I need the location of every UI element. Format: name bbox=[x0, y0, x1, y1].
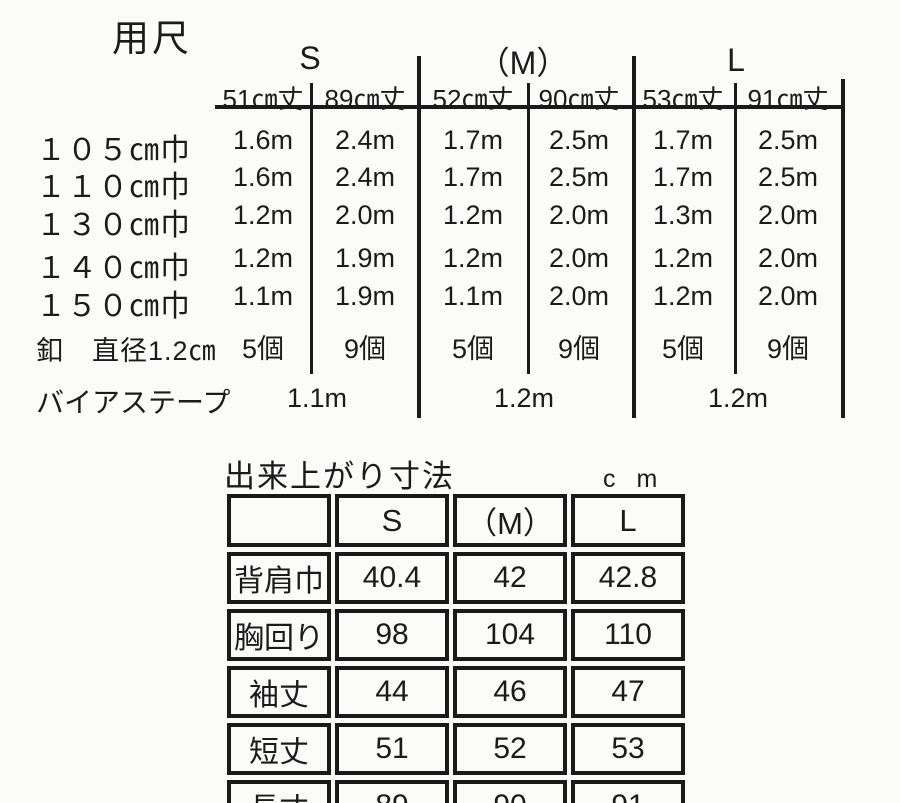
right-border-line bbox=[841, 79, 845, 418]
table-row: 背肩巾 40.4 42 42.8 bbox=[227, 552, 685, 604]
table-row: 胸回り 98 104 110 bbox=[227, 609, 685, 661]
corner-cell bbox=[227, 494, 331, 547]
value-cell: 104 bbox=[453, 609, 567, 661]
yardage-cell: 2.4m bbox=[334, 125, 396, 155]
fabric-width-label: １３０㎝巾 bbox=[36, 209, 191, 242]
value-cell: 42 bbox=[453, 552, 567, 604]
value-cell: 110 bbox=[571, 609, 685, 661]
value-cell: 46 bbox=[453, 666, 567, 718]
yardage-cell: 1.3m bbox=[652, 200, 714, 230]
button-row-label: 釦 直径1.2㎝ bbox=[36, 336, 217, 366]
finished-size-table: S （M） L 背肩巾 40.4 42 42.8 胸回り 98 104 110 … bbox=[223, 489, 689, 803]
yardage-cell: 1.2m bbox=[442, 200, 504, 230]
yardage-cell: 1.9m bbox=[334, 243, 396, 273]
fabric-width-label: １５０㎝巾 bbox=[36, 290, 191, 323]
yardage-cell: 1.6m bbox=[232, 162, 294, 192]
row-label: 長丈 bbox=[227, 780, 331, 803]
yardage-cell: 1.9m bbox=[334, 281, 396, 311]
table-row: 袖丈 44 46 47 bbox=[227, 666, 685, 718]
value-cell: 98 bbox=[335, 609, 449, 661]
button-count-cell: 9個 bbox=[343, 334, 387, 364]
length-subheader: 53㎝丈 bbox=[642, 84, 724, 114]
yardage-cell: 1.7m bbox=[442, 162, 504, 192]
yardage-cell: 2.0m bbox=[548, 281, 610, 311]
yardage-cell: 1.7m bbox=[652, 125, 714, 155]
fabric-width-label: １０５㎝巾 bbox=[36, 134, 191, 167]
yardage-title: 用尺 bbox=[112, 18, 192, 59]
bias-tape-label: バイアステープ bbox=[36, 387, 231, 418]
yardage-cell: 1.2m bbox=[652, 243, 714, 273]
size-group-header-m: （M） bbox=[477, 45, 569, 81]
row-label: 短丈 bbox=[227, 723, 331, 775]
group-divider bbox=[632, 56, 636, 418]
yardage-cell: 1.6m bbox=[232, 125, 294, 155]
button-count-cell: 5個 bbox=[661, 334, 705, 364]
bias-tape-value: 1.1m bbox=[286, 383, 348, 413]
yardage-cell: 1.2m bbox=[232, 200, 294, 230]
value-cell: 42.8 bbox=[571, 552, 685, 604]
row-label: 袖丈 bbox=[227, 666, 331, 718]
length-subheader: 89㎝丈 bbox=[324, 84, 406, 114]
yardage-cell: 2.0m bbox=[757, 281, 819, 311]
yardage-cell: 1.7m bbox=[652, 162, 714, 192]
fabric-width-label: １４０㎝巾 bbox=[36, 252, 191, 285]
yardage-cell: 2.5m bbox=[548, 125, 610, 155]
row-label: 胸回り bbox=[227, 609, 331, 661]
button-count-cell: 5個 bbox=[451, 334, 495, 364]
yardage-cell: 2.0m bbox=[334, 200, 396, 230]
value-cell: 91 bbox=[571, 780, 685, 803]
yardage-cell: 2.0m bbox=[548, 243, 610, 273]
yardage-cell: 1.2m bbox=[442, 243, 504, 273]
row-label: 背肩巾 bbox=[227, 552, 331, 604]
button-count-cell: 9個 bbox=[557, 334, 601, 364]
size-group-header-s: S bbox=[299, 40, 321, 76]
group-divider bbox=[417, 56, 421, 418]
column-divider bbox=[734, 83, 737, 374]
yardage-cell: 1.7m bbox=[442, 125, 504, 155]
table-row: 長丈 89 90 91 bbox=[227, 780, 685, 803]
length-subheader: 90㎝丈 bbox=[538, 84, 620, 114]
bias-tape-value: 1.2m bbox=[493, 383, 555, 413]
table-row: 短丈 51 52 53 bbox=[227, 723, 685, 775]
fabric-width-label: １１０㎝巾 bbox=[36, 171, 191, 204]
yardage-cell: 2.5m bbox=[757, 162, 819, 192]
value-cell: 44 bbox=[335, 666, 449, 718]
value-cell: 47 bbox=[571, 666, 685, 718]
yardage-cell: 2.0m bbox=[548, 200, 610, 230]
value-cell: 53 bbox=[571, 723, 685, 775]
length-subheader: 51㎝丈 bbox=[222, 84, 304, 114]
length-subheader: 91㎝丈 bbox=[747, 84, 829, 114]
value-cell: 89 bbox=[335, 780, 449, 803]
column-divider bbox=[527, 83, 530, 374]
table-header-row: S （M） L bbox=[227, 494, 685, 547]
value-cell: 51 bbox=[335, 723, 449, 775]
unit-label: c m bbox=[603, 465, 665, 493]
column-divider bbox=[310, 83, 313, 374]
value-cell: 90 bbox=[453, 780, 567, 803]
value-cell: 40.4 bbox=[335, 552, 449, 604]
yardage-cell: 2.0m bbox=[757, 200, 819, 230]
col-header-l: L bbox=[571, 494, 685, 547]
yardage-cell: 2.5m bbox=[548, 162, 610, 192]
col-header-m: （M） bbox=[453, 494, 567, 547]
yardage-cell: 1.2m bbox=[232, 243, 294, 273]
button-count-cell: 9個 bbox=[766, 334, 810, 364]
yardage-cell: 1.1m bbox=[442, 281, 504, 311]
size-group-header-l: L bbox=[727, 42, 745, 78]
length-subheader: 52㎝丈 bbox=[432, 84, 514, 114]
yardage-cell: 1.1m bbox=[232, 281, 294, 311]
yardage-cell: 2.4m bbox=[334, 162, 396, 192]
button-count-cell: 5個 bbox=[241, 334, 285, 364]
value-cell: 52 bbox=[453, 723, 567, 775]
finished-size-title: 出来上がり寸法 bbox=[224, 459, 455, 494]
yardage-cell: 2.5m bbox=[757, 125, 819, 155]
yardage-cell: 2.0m bbox=[757, 243, 819, 273]
yardage-cell: 1.2m bbox=[652, 281, 714, 311]
col-header-s: S bbox=[335, 494, 449, 547]
bias-tape-value: 1.2m bbox=[707, 383, 769, 413]
